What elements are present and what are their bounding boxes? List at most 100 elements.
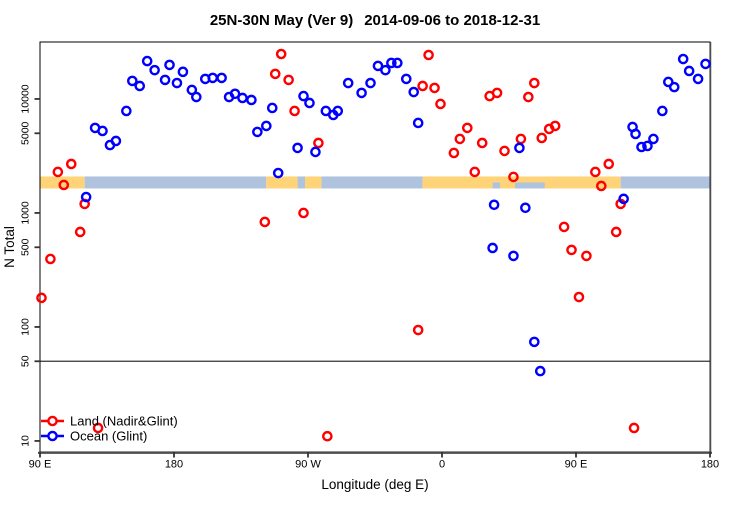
- point-land: [275, 48, 287, 60]
- point-land: [549, 120, 561, 132]
- point-land: [590, 166, 601, 178]
- point-land: [423, 49, 434, 61]
- x-tick-label: 180: [165, 459, 183, 471]
- legend: Land (Nadir&Glint) Ocean (Glint): [41, 414, 178, 444]
- point-land: [92, 422, 104, 434]
- point-ocean: [272, 167, 284, 179]
- point-land: [45, 253, 56, 265]
- x-tick-label: 90 E: [29, 459, 52, 471]
- point-land: [603, 158, 615, 170]
- coast-band-ocean-inlay: [492, 182, 501, 189]
- point-land: [491, 87, 503, 99]
- point-ocean: [252, 126, 263, 138]
- point-ocean: [372, 60, 384, 72]
- point-ocean: [134, 80, 146, 92]
- point-ocean: [97, 125, 108, 137]
- point-ocean: [618, 193, 629, 205]
- coast-band-ocean-inlay: [514, 182, 545, 189]
- coast-band: [40, 176, 710, 189]
- point-land: [523, 91, 534, 103]
- point-ocean: [630, 128, 641, 140]
- point-ocean: [298, 90, 309, 102]
- coast-band-ocean-segment: [297, 176, 306, 189]
- point-ocean: [342, 77, 354, 89]
- point-ocean: [127, 75, 138, 87]
- point-ocean: [292, 142, 303, 154]
- series-ocean: [80, 53, 711, 377]
- point-land: [558, 221, 570, 233]
- coast-band-land-segment: [40, 176, 85, 189]
- x-axis: 90 E 180 90 W 0 90 E 180: [29, 452, 719, 471]
- y-tick-label: 100: [20, 318, 32, 336]
- x-tick-label: 180: [701, 459, 719, 471]
- point-ocean: [159, 74, 171, 86]
- y-tick-label: 500: [20, 238, 32, 256]
- point-ocean: [514, 142, 525, 154]
- point-land: [289, 105, 300, 117]
- point-ocean: [164, 59, 175, 71]
- point-ocean: [186, 84, 198, 96]
- point-ocean: [246, 94, 257, 106]
- point-land: [581, 250, 592, 262]
- coast-band-land-segment: [305, 176, 322, 189]
- point-ocean: [386, 57, 397, 69]
- point-land: [536, 132, 548, 144]
- point-ocean: [141, 55, 153, 67]
- point-ocean: [80, 191, 92, 203]
- point-ocean: [177, 66, 189, 78]
- y-axis-title: N Total: [2, 226, 17, 268]
- coast-band-ocean-segment: [84, 176, 267, 189]
- y-axis: 10 50 100 500 1000 5000 10000: [20, 84, 40, 447]
- point-land: [429, 82, 440, 94]
- point-land: [52, 166, 64, 178]
- point-land: [476, 137, 488, 149]
- y-tick-label: 10: [20, 435, 32, 447]
- point-ocean: [529, 336, 540, 348]
- y-tick-label: 10000: [20, 84, 32, 113]
- point-ocean: [487, 242, 498, 254]
- point-land: [269, 68, 281, 80]
- point-ocean: [310, 146, 321, 158]
- point-land: [259, 216, 271, 228]
- point-land: [454, 133, 466, 145]
- point-ocean: [171, 77, 183, 89]
- point-ocean: [412, 117, 424, 129]
- point-ocean: [304, 97, 315, 109]
- point-ocean: [229, 88, 241, 100]
- point-ocean: [657, 105, 668, 117]
- point-land: [529, 77, 540, 89]
- point-ocean: [668, 81, 680, 93]
- point-ocean: [677, 53, 689, 65]
- point-ocean: [356, 87, 367, 99]
- point-ocean: [488, 199, 500, 211]
- point-ocean: [149, 64, 160, 76]
- x-tick-label: 90 E: [565, 459, 588, 471]
- point-land: [417, 80, 428, 92]
- point-ocean: [380, 64, 391, 76]
- point-land: [448, 147, 460, 159]
- x-axis-title: Longitude (deg E): [321, 477, 428, 492]
- x-tick-label: 0: [439, 459, 445, 471]
- point-land: [36, 292, 47, 304]
- coast-band-land-segment: [266, 176, 298, 189]
- point-ocean: [692, 73, 704, 85]
- legend-label-land: Land (Nadir&Glint): [70, 414, 178, 429]
- y-tick-label: 1000: [20, 201, 32, 225]
- point-land: [462, 122, 473, 134]
- point-ocean: [400, 73, 412, 85]
- point-land: [573, 291, 585, 303]
- x-tick-label: 90 W: [295, 459, 321, 471]
- point-land: [596, 180, 607, 192]
- coast-band-ocean-segment: [321, 176, 423, 189]
- point-ocean: [266, 102, 278, 114]
- plot-area: 90 E 180 90 W 0 90 E 180 10 50 100 500 1000 5000 100…: [20, 41, 719, 471]
- point-ocean: [365, 77, 376, 89]
- legend-label-ocean: Ocean (Glint): [70, 429, 147, 444]
- point-land: [435, 98, 446, 110]
- point-ocean: [683, 65, 695, 77]
- point-land: [313, 137, 324, 149]
- y-tick-label: 5000: [20, 121, 32, 145]
- point-ocean: [110, 135, 122, 147]
